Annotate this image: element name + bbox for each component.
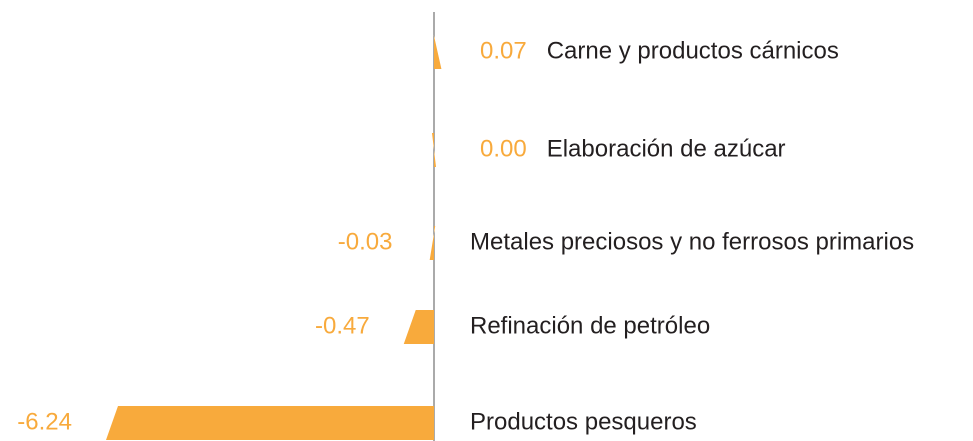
category-label: Metales preciosos y no ferrosos primario… (470, 228, 914, 255)
bar (429, 226, 436, 260)
value-label: 0.07 (480, 37, 527, 64)
category-label: Carne y productos cárnicos (547, 37, 839, 64)
bar (403, 310, 434, 344)
category-label: Refinación de petróleo (470, 312, 710, 339)
value-label: -0.47 (315, 312, 370, 339)
category-label: Elaboración de azúcar (547, 135, 786, 162)
value-label: -0.03 (338, 228, 393, 255)
value-label: -6.24 (17, 408, 72, 435)
value-label: 0.00 (480, 135, 527, 162)
category-label: Productos pesqueros (470, 408, 697, 435)
bar (432, 133, 436, 167)
bar (106, 406, 434, 440)
bar (433, 35, 442, 69)
